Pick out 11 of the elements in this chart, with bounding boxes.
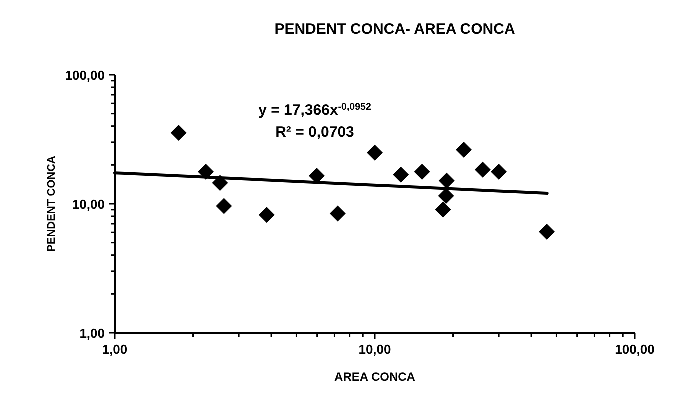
y-tick-label: 10,00 [72, 197, 105, 212]
x-tick-label: 100,00 [615, 342, 655, 357]
annotation: y = 17,366x$^{-0,0952}$ [258, 102, 372, 119]
y-axis-title: PENDENT CONCA [46, 156, 58, 252]
y-tick-label: 100,00 [65, 68, 105, 83]
chart-title: PENDENT CONCA- AREA CONCA [274, 21, 516, 38]
x-axis-title: AREA CONCA [334, 370, 416, 384]
x-tick-label: 1,00 [102, 342, 128, 357]
annotation: R² = 0,0703 [276, 124, 354, 141]
y-tick-label: 1,00 [80, 326, 105, 341]
x-tick-label: 10,00 [358, 342, 392, 357]
